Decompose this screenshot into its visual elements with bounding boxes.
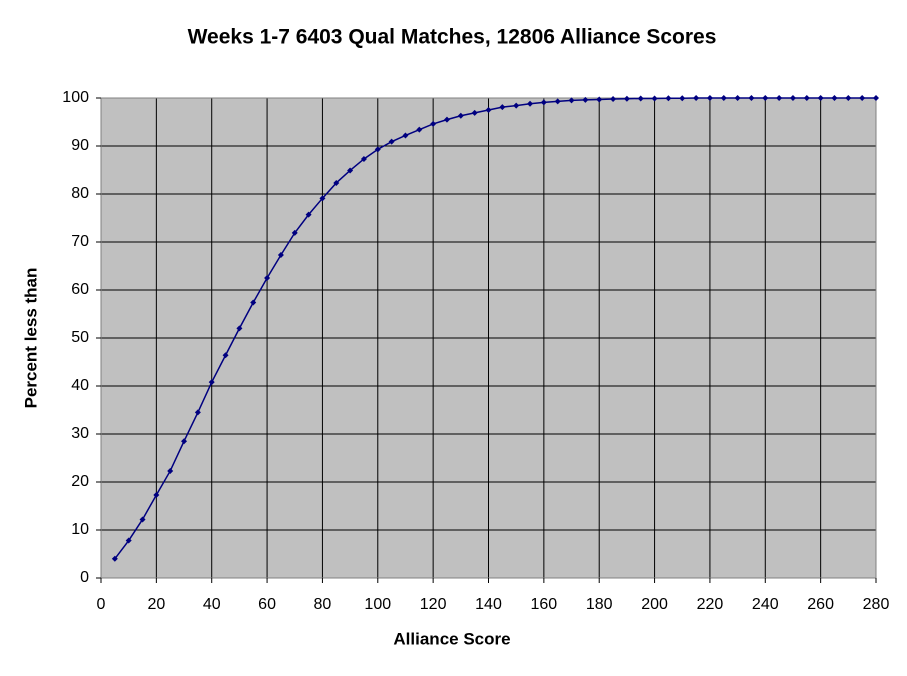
data-point: [360, 155, 367, 162]
x-axis-label: Alliance Score: [393, 629, 510, 648]
y-tick-label: 0: [80, 569, 89, 586]
data-point: [803, 95, 810, 101]
data-point: [568, 97, 575, 104]
y-tick-label: 70: [71, 233, 89, 250]
data-point: [333, 179, 340, 186]
data-point: [430, 120, 437, 127]
data-point: [831, 95, 838, 101]
data-point: [513, 102, 520, 109]
x-tick-label: 80: [314, 596, 332, 613]
data-point: [665, 95, 672, 102]
data-point: [305, 211, 312, 218]
data-point: [540, 99, 547, 106]
x-tick-label: 0: [97, 596, 106, 613]
data-point: [637, 95, 644, 102]
y-tick-label: 20: [71, 473, 89, 490]
data-point: [817, 95, 824, 101]
data-point: [277, 251, 284, 258]
data-point: [471, 109, 478, 116]
data-point: [125, 537, 132, 544]
y-tick-label: 60: [71, 281, 89, 298]
data-point: [776, 95, 783, 101]
data-point: [582, 96, 589, 103]
data-point: [291, 229, 298, 236]
y-tick-label: 90: [71, 137, 89, 154]
data-point: [554, 98, 561, 105]
data-point: [859, 95, 866, 101]
y-tick-label: 40: [71, 377, 89, 394]
data-point: [873, 95, 879, 101]
data-point: [706, 95, 713, 101]
data-point: [319, 195, 326, 202]
data-point: [416, 126, 423, 133]
x-tick-label: 60: [258, 596, 276, 613]
data-point: [208, 379, 215, 386]
data-point: [499, 104, 506, 111]
data-point: [402, 132, 409, 139]
x-tick-label: 120: [420, 596, 447, 613]
y-axis-label: Percent less than: [21, 268, 40, 409]
x-tick-label: 180: [586, 596, 613, 613]
data-point: [181, 438, 188, 445]
x-tick-label: 240: [752, 596, 779, 613]
data-point: [762, 95, 769, 101]
data-point: [347, 167, 354, 174]
data-point: [845, 95, 852, 101]
x-tick-label: 160: [531, 596, 558, 613]
data-point: [443, 116, 450, 123]
x-tick-label: 280: [863, 596, 890, 613]
data-point: [789, 95, 796, 101]
data-point: [596, 96, 603, 103]
data-point: [485, 107, 492, 113]
data-point: [374, 146, 381, 153]
data-point: [194, 409, 201, 416]
y-tick-label: 80: [71, 185, 89, 202]
data-point: [748, 95, 755, 101]
x-tick-label: 200: [641, 596, 668, 613]
data-point: [610, 95, 617, 102]
x-tick-label: 40: [203, 596, 221, 613]
data-point: [167, 467, 174, 474]
chart-title: Weeks 1-7 6403 Qual Matches, 12806 Allia…: [188, 26, 717, 49]
data-point: [111, 555, 118, 562]
data-point: [527, 100, 534, 107]
y-tick-label: 30: [71, 425, 89, 442]
data-point: [679, 95, 686, 102]
data-point: [457, 112, 464, 119]
data-point: [250, 299, 257, 306]
data-point: [623, 95, 630, 102]
data-point: [651, 95, 658, 102]
data-point: [693, 95, 700, 101]
x-tick-label: 260: [807, 596, 834, 613]
x-tick-label: 20: [147, 596, 165, 613]
data-point: [153, 491, 160, 498]
data-point: [734, 95, 741, 101]
data-point: [236, 325, 243, 332]
data-point: [264, 275, 271, 281]
y-tick-label: 50: [71, 329, 89, 346]
data-point: [720, 95, 727, 101]
y-tick-label: 100: [62, 89, 89, 106]
x-tick-label: 100: [364, 596, 391, 613]
data-point: [139, 516, 146, 523]
data-point: [388, 138, 395, 145]
y-tick-label: 10: [71, 521, 89, 538]
x-tick-label: 140: [475, 596, 502, 613]
x-tick-label: 220: [697, 596, 724, 613]
data-point: [222, 352, 229, 359]
